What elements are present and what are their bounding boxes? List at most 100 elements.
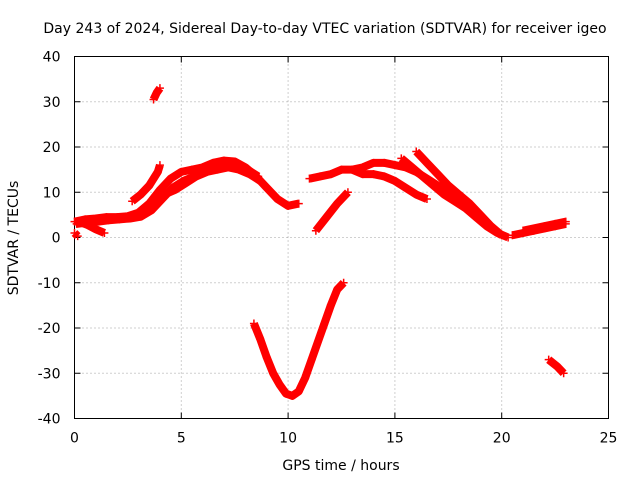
data-point xyxy=(461,204,470,213)
data-point xyxy=(412,190,421,199)
data-point xyxy=(284,201,293,210)
series-track-13 xyxy=(311,188,352,235)
series-line xyxy=(312,189,351,234)
data-point xyxy=(343,188,352,197)
data-point xyxy=(294,387,303,396)
data-point xyxy=(339,278,348,287)
data-point xyxy=(256,176,265,185)
data-point xyxy=(390,161,399,170)
data-point xyxy=(418,172,427,181)
data-point xyxy=(73,232,82,241)
data-point xyxy=(213,165,222,174)
data-point xyxy=(454,190,463,199)
y-tick-label: 30 xyxy=(43,95,61,111)
data-point xyxy=(136,190,145,199)
data-point xyxy=(177,167,186,176)
series-track-6 xyxy=(128,161,164,206)
series-line xyxy=(77,217,106,237)
data-point xyxy=(202,167,211,176)
data-point xyxy=(380,172,389,181)
data-point xyxy=(487,222,496,231)
x-tick-label: 5 xyxy=(177,431,186,447)
data-point xyxy=(273,195,282,204)
data-point xyxy=(519,226,528,235)
x-tick-label: 0 xyxy=(70,431,79,447)
data-point xyxy=(333,199,342,208)
grid xyxy=(74,56,609,419)
chart-title: Day 243 of 2024, Sidereal Day-to-day VTE… xyxy=(43,21,606,37)
data-point xyxy=(93,217,102,226)
data-point xyxy=(444,181,453,190)
data-point xyxy=(401,183,410,192)
x-tick-label: 20 xyxy=(493,431,511,447)
data-point xyxy=(269,369,278,378)
data-point xyxy=(147,206,156,215)
data-point xyxy=(160,190,169,199)
series-track-12 xyxy=(412,147,506,240)
data-point xyxy=(465,199,474,208)
y-tick-labels: -40 -30 -20 -10 0 10 20 30 40 xyxy=(38,50,61,428)
data-point xyxy=(333,285,342,294)
series-line xyxy=(73,156,300,226)
data-point xyxy=(181,179,190,188)
data-point xyxy=(275,380,284,389)
data-point xyxy=(476,210,485,219)
data-point xyxy=(337,165,346,174)
data-point xyxy=(155,185,164,194)
y-tick-label: 10 xyxy=(43,185,61,201)
data-point xyxy=(262,183,271,192)
x-axis-label: GPS time / hours xyxy=(282,458,399,474)
y-tick-label: 20 xyxy=(43,140,61,156)
data-point xyxy=(288,391,297,400)
data-point xyxy=(224,163,233,172)
data-point xyxy=(307,355,316,364)
data-point xyxy=(104,216,113,225)
data-point xyxy=(326,301,335,310)
data-point xyxy=(145,181,154,190)
data-point xyxy=(326,170,335,179)
data-point xyxy=(508,231,517,240)
data-point xyxy=(256,335,265,344)
data-point xyxy=(316,172,325,181)
data-point xyxy=(314,337,323,346)
data-point xyxy=(100,228,109,237)
data-point xyxy=(301,373,310,382)
data-point xyxy=(559,369,568,378)
data-point xyxy=(440,190,449,199)
data-point xyxy=(192,172,201,181)
data-point xyxy=(83,220,92,229)
y-tick-label: -20 xyxy=(38,321,61,337)
data-point xyxy=(433,170,442,179)
series-line xyxy=(162,163,263,199)
series-track-16 xyxy=(544,355,568,378)
series-track-8 xyxy=(249,278,348,400)
series-track-7 xyxy=(149,84,164,104)
x-tick-label: 15 xyxy=(386,431,404,447)
data-point xyxy=(551,219,560,228)
data-point xyxy=(152,88,161,97)
data-series xyxy=(70,84,570,400)
data-point xyxy=(429,181,438,190)
data-point xyxy=(397,154,406,163)
data-point xyxy=(187,165,196,174)
series-track-1 xyxy=(70,156,303,226)
data-point xyxy=(145,199,154,208)
data-point xyxy=(544,355,553,364)
data-point xyxy=(369,170,378,179)
data-point xyxy=(529,224,538,233)
data-point xyxy=(348,165,357,174)
data-point xyxy=(407,163,416,172)
data-point xyxy=(294,199,303,208)
data-point xyxy=(115,215,124,224)
data-point xyxy=(540,222,549,231)
data-point xyxy=(249,319,258,328)
data-point xyxy=(504,233,513,242)
x-tick-label: 25 xyxy=(600,431,618,447)
series-track-5 xyxy=(70,228,82,241)
data-point xyxy=(450,197,459,206)
x-tick-label: 10 xyxy=(279,431,297,447)
data-point xyxy=(281,389,290,398)
series-track-3 xyxy=(160,163,265,199)
data-point xyxy=(74,217,83,226)
